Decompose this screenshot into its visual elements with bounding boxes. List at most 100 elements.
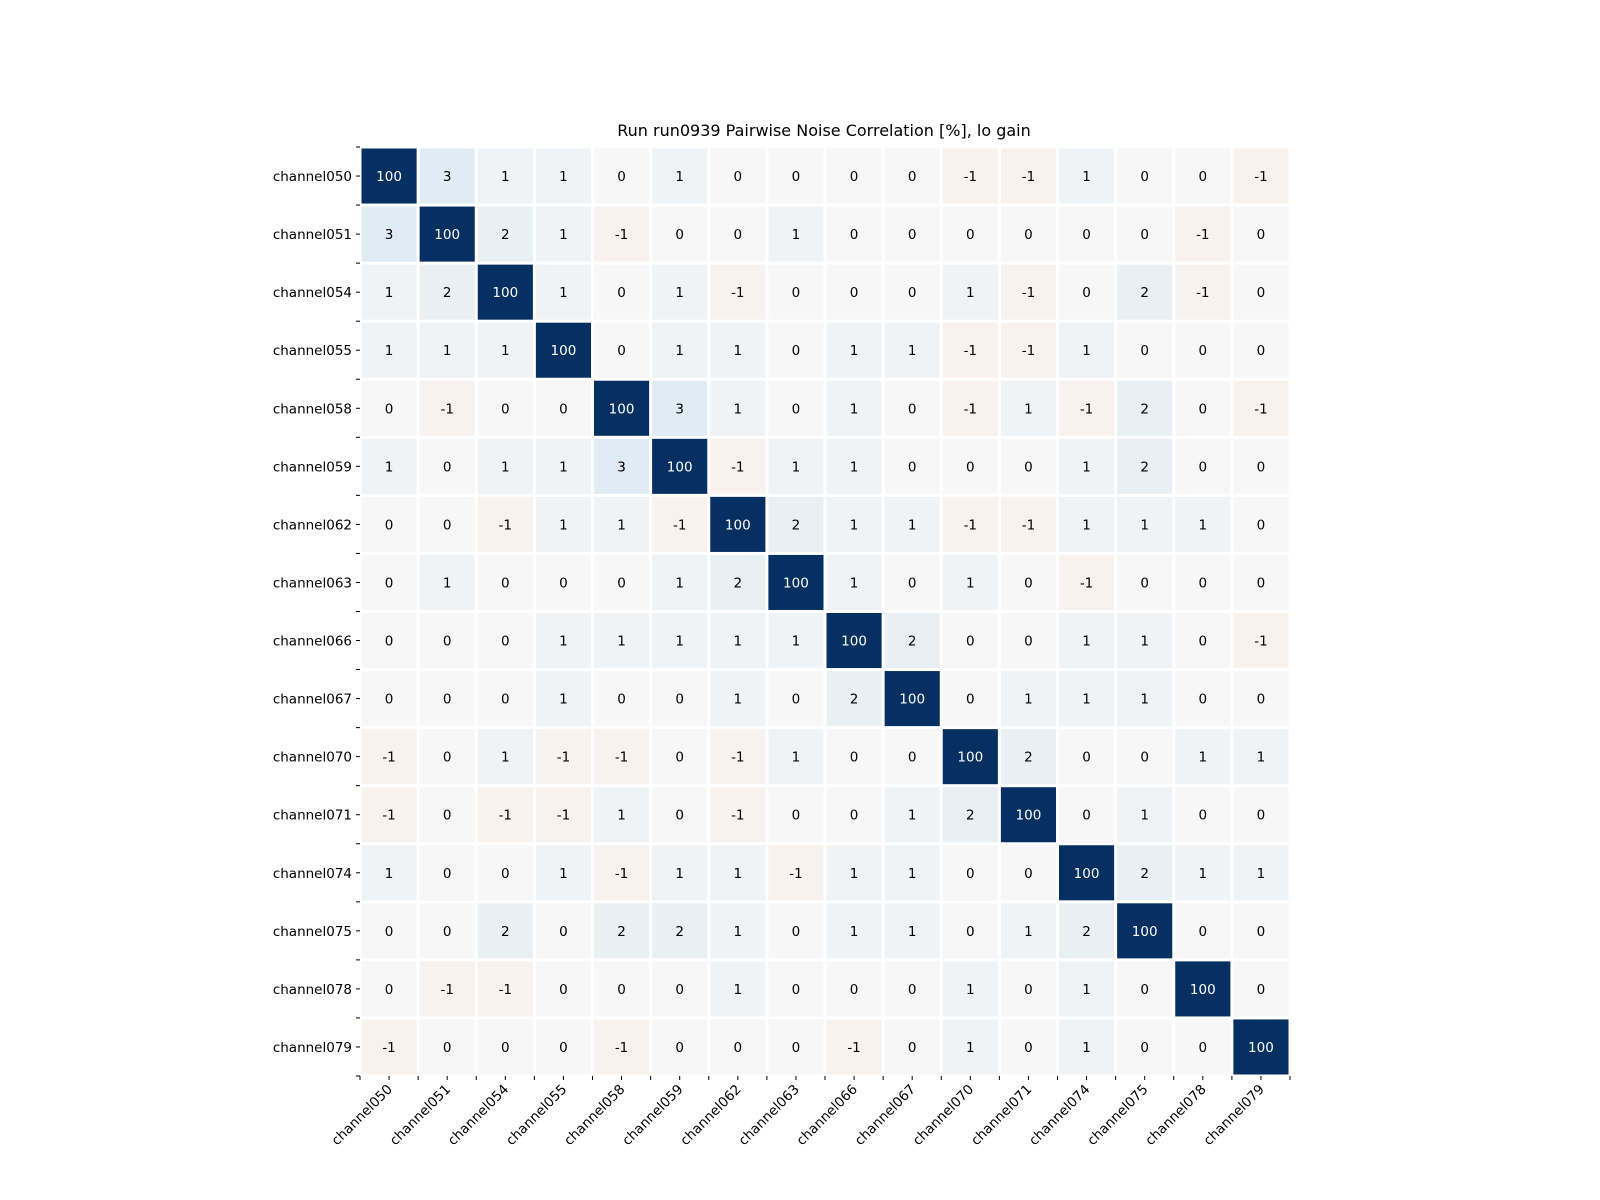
heatmap-cell-channel074-channel074 bbox=[1059, 845, 1115, 901]
heatmap-cell-channel055-channel051 bbox=[419, 322, 475, 378]
heatmap-cell-channel050-channel079 bbox=[1233, 148, 1289, 204]
cell-value-label: 0 bbox=[443, 459, 452, 475]
cell-value-label: 100 bbox=[783, 575, 809, 591]
heatmap-cell-channel054-channel074 bbox=[1059, 264, 1115, 320]
heatmap-cell-channel058-channel054 bbox=[477, 380, 533, 436]
heatmap-cell-channel078-channel075 bbox=[1117, 961, 1173, 1017]
heatmap-cell-channel078-channel051 bbox=[419, 961, 475, 1017]
heatmap-cell-channel054-channel063 bbox=[768, 264, 824, 320]
heatmap-cell-channel079-channel058 bbox=[594, 1019, 650, 1075]
cell-value-label: 1 bbox=[734, 634, 743, 650]
heatmap-cell-channel063-channel066 bbox=[826, 554, 882, 610]
y-tick-label: channel050 bbox=[273, 169, 352, 185]
cell-value-label: 2 bbox=[443, 285, 452, 301]
heatmap-cell-channel067-channel067 bbox=[884, 671, 940, 727]
heatmap-cell-channel066-channel051 bbox=[419, 613, 475, 669]
cell-value-label: 1 bbox=[792, 750, 801, 766]
cell-value-label: 0 bbox=[1199, 924, 1208, 940]
heatmap-cell-channel070-channel062 bbox=[710, 729, 766, 785]
heatmap-cell-channel079-channel075 bbox=[1117, 1019, 1173, 1075]
cell-value-label: 100 bbox=[434, 227, 460, 243]
cell-value-label: 0 bbox=[792, 982, 801, 998]
cell-value-label: 0 bbox=[850, 227, 859, 243]
heatmap-cell-channel074-channel067 bbox=[884, 845, 940, 901]
heatmap-cell-channel067-channel062 bbox=[710, 671, 766, 727]
heatmap-cell-channel054-channel066 bbox=[826, 264, 882, 320]
cell-value-label: 0 bbox=[908, 285, 917, 301]
cell-value-label: -1 bbox=[557, 808, 570, 824]
x-tick-label: channel071 bbox=[968, 1082, 1035, 1149]
heatmap-cell-channel079-channel050 bbox=[361, 1019, 417, 1075]
heatmap-cell-channel070-channel063 bbox=[768, 729, 824, 785]
cell-value-label: 0 bbox=[1140, 1040, 1149, 1056]
x-tick-label: channel078 bbox=[1142, 1082, 1209, 1149]
heatmap-cell-channel078-channel054 bbox=[477, 961, 533, 1017]
cell-value-label: 0 bbox=[850, 285, 859, 301]
cell-value-label: 0 bbox=[1024, 459, 1033, 475]
heatmap-cell-channel071-channel050 bbox=[361, 787, 417, 843]
cell-value-label: 1 bbox=[850, 401, 859, 417]
cell-value-label: 0 bbox=[792, 808, 801, 824]
heatmap-cell-channel067-channel050 bbox=[361, 671, 417, 727]
heatmap-cell-channel063-channel063 bbox=[768, 554, 824, 610]
heatmap-cell-channel070-channel054 bbox=[477, 729, 533, 785]
heatmap-cell-channel075-channel071 bbox=[1000, 903, 1057, 959]
heatmap-cell-channel075-channel075 bbox=[1117, 903, 1173, 959]
cell-value-label: 0 bbox=[850, 750, 859, 766]
heatmap-cell-channel063-channel054 bbox=[477, 554, 533, 610]
cell-value-label: 0 bbox=[908, 227, 917, 243]
cell-value-label: 1 bbox=[1024, 692, 1033, 708]
heatmap-cell-channel075-channel074 bbox=[1059, 903, 1115, 959]
cell-value-label: 2 bbox=[1140, 866, 1149, 882]
cell-value-label: 2 bbox=[617, 924, 626, 940]
cell-value-label: 1 bbox=[385, 285, 394, 301]
heatmap-cell-channel067-channel071 bbox=[1000, 671, 1057, 727]
x-tick-label: channel054 bbox=[445, 1082, 512, 1149]
heatmap-cell-channel050-channel059 bbox=[652, 148, 708, 204]
cell-value-label: 0 bbox=[443, 1040, 452, 1056]
cell-value-label: 1 bbox=[1082, 343, 1091, 359]
cell-value-label: 0 bbox=[792, 343, 801, 359]
heatmap-cell-channel071-channel051 bbox=[419, 787, 475, 843]
heatmap-cell-channel050-channel062 bbox=[710, 148, 766, 204]
heatmap-cell-channel058-channel050 bbox=[361, 380, 417, 436]
cell-value-label: 0 bbox=[675, 692, 684, 708]
y-tick-label: channel059 bbox=[273, 459, 352, 475]
heatmap-cell-channel067-channel075 bbox=[1117, 671, 1173, 727]
heatmap-cell-channel050-channel063 bbox=[768, 148, 824, 204]
heatmap-cell-channel062-channel054 bbox=[477, 496, 533, 552]
heatmap-cell-channel071-channel058 bbox=[594, 787, 650, 843]
cell-value-label: -1 bbox=[789, 866, 802, 882]
cell-value-label: 3 bbox=[675, 401, 684, 417]
cell-value-label: 1 bbox=[617, 808, 626, 824]
cell-value-label: 1 bbox=[734, 692, 743, 708]
heatmap-cell-channel075-channel058 bbox=[594, 903, 650, 959]
heatmap-cell-channel063-channel062 bbox=[710, 554, 766, 610]
cell-value-label: 0 bbox=[501, 401, 510, 417]
cell-value-label: 0 bbox=[617, 343, 626, 359]
cell-value-label: 0 bbox=[675, 982, 684, 998]
heatmap-cell-channel051-channel075 bbox=[1117, 206, 1173, 262]
heatmap-cell-channel071-channel071 bbox=[1000, 787, 1057, 843]
y-tick-label: channel062 bbox=[273, 517, 352, 533]
cell-value-label: 0 bbox=[1024, 575, 1033, 591]
cell-value-label: 0 bbox=[385, 517, 394, 533]
cell-value-label: -1 bbox=[1254, 169, 1267, 185]
heatmap-cell-channel063-channel050 bbox=[361, 554, 417, 610]
cell-value-label: -1 bbox=[499, 982, 512, 998]
heatmap-cell-channel070-channel058 bbox=[594, 729, 650, 785]
cell-value-label: 0 bbox=[559, 982, 568, 998]
cell-value-label: 0 bbox=[792, 285, 801, 301]
cell-value-label: 0 bbox=[385, 924, 394, 940]
heatmap-cell-channel071-channel063 bbox=[768, 787, 824, 843]
cell-value-label: 1 bbox=[501, 343, 510, 359]
cell-value-label: 1 bbox=[850, 459, 859, 475]
heatmap-cell-channel054-channel070 bbox=[942, 264, 998, 320]
cell-value-label: 2 bbox=[1140, 459, 1149, 475]
cell-value-label: 1 bbox=[675, 169, 684, 185]
heatmap-cell-channel050-channel070 bbox=[942, 148, 998, 204]
heatmap-cell-channel051-channel079 bbox=[1233, 206, 1289, 262]
cell-value-label: 1 bbox=[850, 517, 859, 533]
heatmap-cell-channel062-channel071 bbox=[1000, 496, 1057, 552]
